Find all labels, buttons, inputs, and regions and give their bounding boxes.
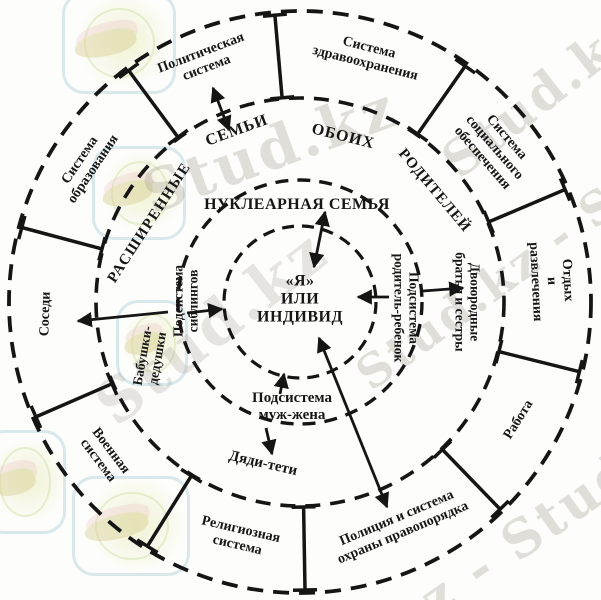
arrow-siblings-individual: [186, 302, 224, 319]
sector-divider: [494, 339, 584, 384]
sector-divider: [291, 505, 318, 592]
arrow-political-families: [210, 86, 232, 132]
arrow-parentchild-cousins: [422, 281, 465, 297]
circle-individual: [222, 224, 378, 380]
sector-divider: [17, 215, 107, 261]
circle-outer-systems: [7, 9, 593, 595]
sector-divider: [136, 467, 203, 555]
arrow-individual-police: [317, 336, 389, 509]
arrow-spouses-uncles: [261, 427, 277, 456]
sector-divider: [29, 372, 119, 429]
sector-divider: [262, 12, 295, 101]
arrow-grandparents-neighbors: [76, 310, 169, 328]
circle-extended-families: [94, 96, 506, 508]
sector-divider: [406, 57, 477, 143]
sector-divider: [432, 439, 510, 519]
circle-nuclear-family: [176, 178, 424, 426]
sector-dividers: [17, 12, 584, 592]
sector-divider: [482, 177, 572, 234]
arrow-nuclear-individual: [309, 210, 330, 269]
arrow-spouses-up: [273, 372, 289, 395]
sector-divider: [118, 61, 189, 146]
